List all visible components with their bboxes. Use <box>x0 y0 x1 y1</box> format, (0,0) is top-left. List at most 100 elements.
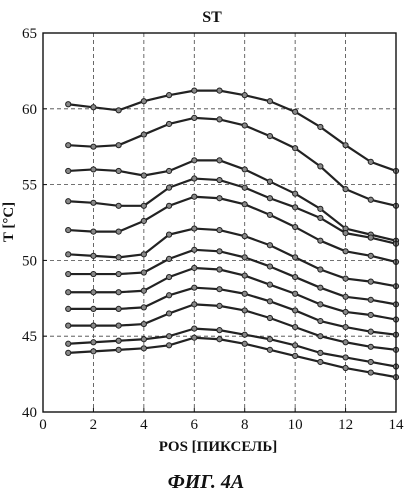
data-point <box>242 167 247 172</box>
data-point <box>318 124 323 129</box>
data-point <box>343 143 348 148</box>
data-point <box>343 231 348 236</box>
data-point <box>267 99 272 104</box>
data-point <box>91 229 96 234</box>
figure-caption: ФИГ. 4А <box>168 471 244 493</box>
data-point <box>91 167 96 172</box>
data-point <box>293 343 298 348</box>
data-point <box>91 340 96 345</box>
y-tick-label: 60 <box>22 102 37 118</box>
data-point <box>192 158 197 163</box>
data-point <box>343 276 348 281</box>
data-point <box>91 323 96 328</box>
data-point <box>217 117 222 122</box>
data-point <box>91 200 96 205</box>
data-point <box>217 196 222 201</box>
y-tick-label: 50 <box>22 253 37 269</box>
data-point <box>116 306 121 311</box>
data-point <box>318 334 323 339</box>
data-point <box>318 359 323 364</box>
data-point <box>293 109 298 114</box>
y-axis-label: T [°C] <box>1 202 17 242</box>
data-point <box>141 270 146 275</box>
y-axis-label-group: T [°C] <box>1 202 17 242</box>
data-point <box>217 287 222 292</box>
data-point <box>116 203 121 208</box>
data-point <box>267 282 272 287</box>
data-point <box>66 168 71 173</box>
data-point <box>91 144 96 149</box>
data-point <box>343 294 348 299</box>
data-point <box>141 337 146 342</box>
data-point <box>343 325 348 330</box>
series-line <box>68 91 396 171</box>
data-point <box>66 227 71 232</box>
data-point <box>91 349 96 354</box>
data-point <box>217 227 222 232</box>
data-point <box>141 346 146 351</box>
data-point <box>141 305 146 310</box>
x-tick-label: 4 <box>140 417 148 433</box>
data-point <box>267 133 272 138</box>
data-point <box>293 205 298 210</box>
data-point <box>242 185 247 190</box>
data-point <box>166 185 171 190</box>
data-point <box>116 143 121 148</box>
data-point <box>166 311 171 316</box>
x-tick-label: 0 <box>39 417 47 433</box>
y-tick-label: 40 <box>22 405 37 421</box>
data-point <box>192 247 197 252</box>
data-point <box>368 370 373 375</box>
data-point <box>141 288 146 293</box>
x-tick-label: 2 <box>90 417 98 433</box>
data-point <box>192 88 197 93</box>
data-point <box>166 168 171 173</box>
y-tick-label: 65 <box>22 26 37 42</box>
data-point <box>66 341 71 346</box>
data-point <box>66 290 71 295</box>
data-point <box>66 350 71 355</box>
data-point <box>166 121 171 126</box>
data-point <box>267 299 272 304</box>
data-point <box>116 229 121 234</box>
data-point <box>217 337 222 342</box>
data-point <box>368 159 373 164</box>
series-1 <box>66 88 399 174</box>
data-point <box>318 285 323 290</box>
data-point <box>368 312 373 317</box>
data-point <box>166 343 171 348</box>
data-point <box>293 146 298 151</box>
data-point <box>66 102 71 107</box>
data-point <box>293 308 298 313</box>
data-point <box>368 297 373 302</box>
data-point <box>343 365 348 370</box>
data-point <box>116 338 121 343</box>
data-point <box>217 249 222 254</box>
data-point <box>192 326 197 331</box>
data-point <box>318 318 323 323</box>
data-point <box>141 252 146 257</box>
data-point <box>141 218 146 223</box>
data-point <box>141 132 146 137</box>
data-point <box>66 323 71 328</box>
data-point <box>343 187 348 192</box>
series-11 <box>66 326 399 369</box>
data-point <box>116 347 121 352</box>
data-point <box>91 306 96 311</box>
data-point <box>242 123 247 128</box>
data-point <box>116 271 121 276</box>
data-point <box>116 290 121 295</box>
data-point <box>192 194 197 199</box>
series-4 <box>66 176 399 246</box>
data-point <box>66 252 71 257</box>
data-point <box>217 88 222 93</box>
data-point <box>116 255 121 260</box>
data-point <box>242 291 247 296</box>
data-point <box>293 224 298 229</box>
data-point <box>192 226 197 231</box>
data-point <box>166 232 171 237</box>
x-tick-label: 12 <box>338 417 353 433</box>
data-point <box>242 202 247 207</box>
data-point <box>242 341 247 346</box>
